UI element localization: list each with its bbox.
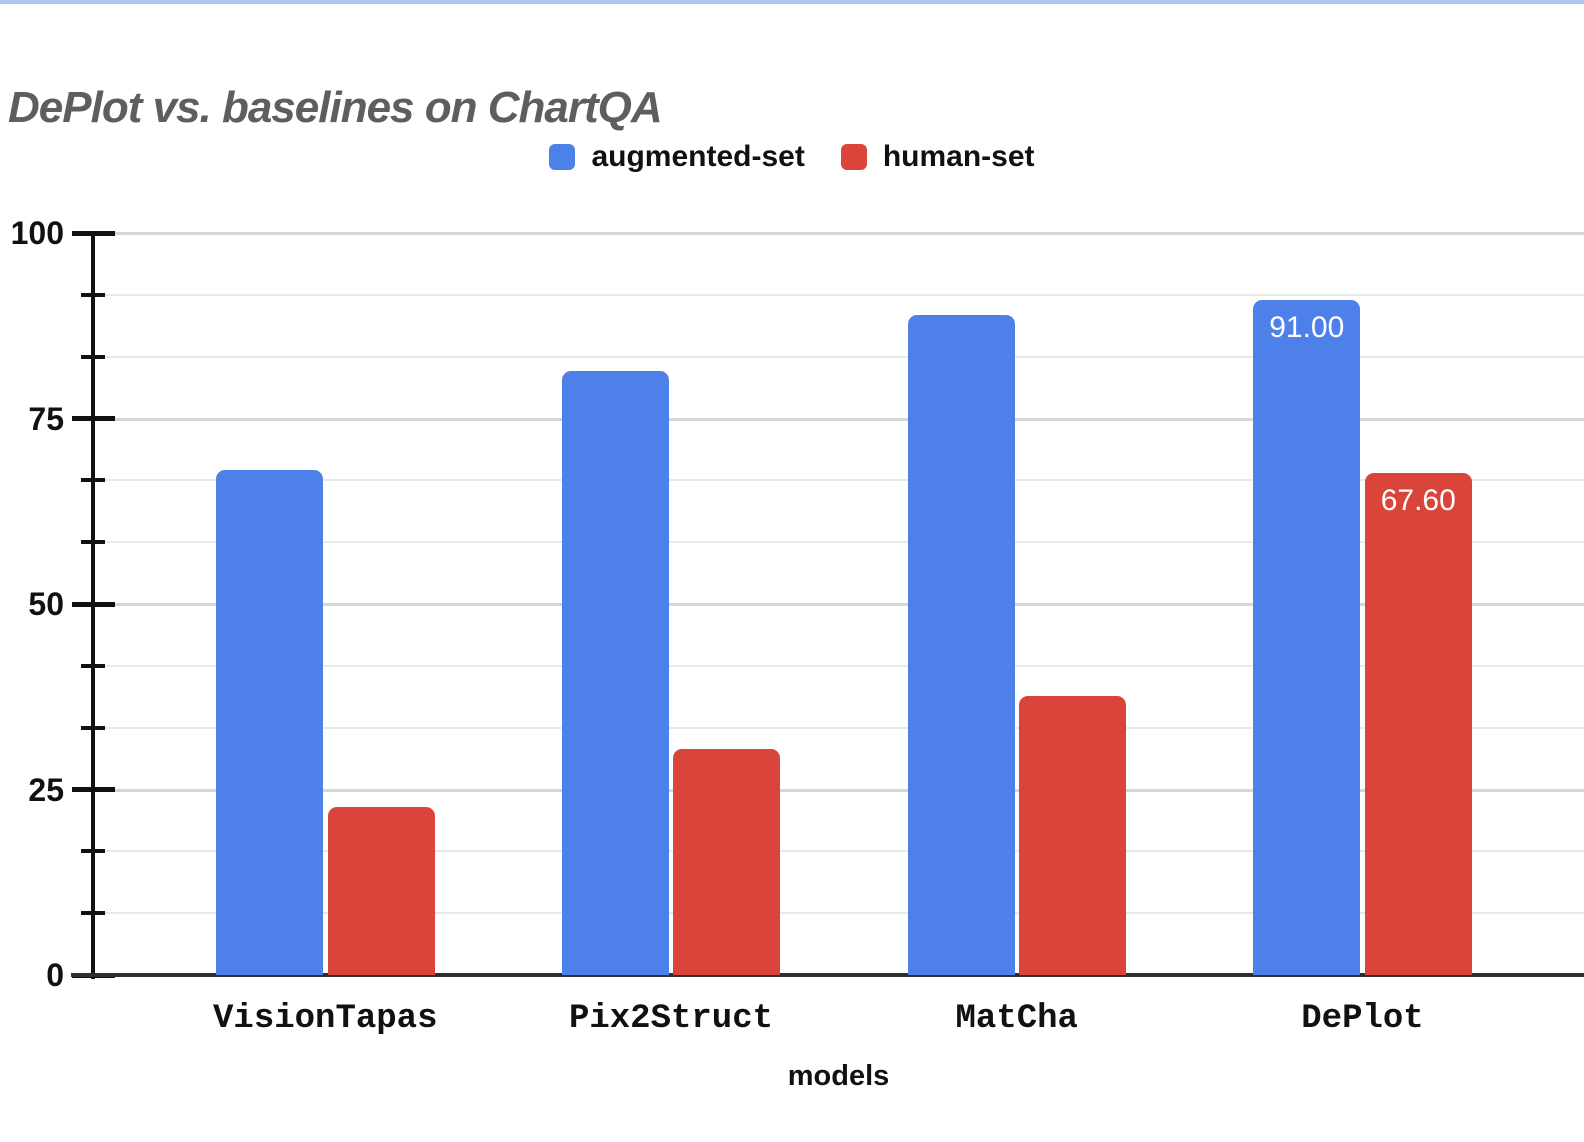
- y-tick-minor: [81, 540, 105, 545]
- y-axis-tick-label: 25: [28, 771, 64, 808]
- x-axis-line: [71, 973, 1584, 977]
- legend-label-augmented-set: augmented-set: [591, 140, 805, 173]
- y-tick-minor: [81, 354, 105, 359]
- x-category-label-VisionTapas: VisionTapas: [213, 1000, 438, 1038]
- x-axis-title: models: [787, 1060, 890, 1092]
- legend-label-human-set: human-set: [882, 140, 1035, 173]
- gridline-minor: [95, 479, 1584, 482]
- gridline-minor: [95, 293, 1584, 296]
- gridline-minor: [95, 850, 1584, 853]
- y-tick-minor: [81, 478, 105, 483]
- bar-augmented-set-DePlot: [1253, 299, 1361, 975]
- x-category-label-MatCha: MatCha: [955, 1000, 1078, 1038]
- y-tick-major: [71, 787, 115, 792]
- y-tick-major: [71, 230, 115, 236]
- y-tick-minor: [81, 663, 105, 668]
- gridline-minor: [95, 912, 1584, 915]
- legend-swatch-human-set: [840, 144, 867, 170]
- bar-value-label: 91.00: [1269, 310, 1345, 344]
- chart-legend: augmented-set human-set: [0, 140, 1584, 174]
- y-tick-minor: [81, 292, 105, 297]
- bar-augmented-set-MatCha: [907, 314, 1015, 975]
- legend-swatch-augmented-set: [549, 144, 576, 170]
- gridline-major: [95, 417, 1584, 421]
- bar-human-set-Pix2Struct: [673, 748, 781, 975]
- legend-item-augmented-set: augmented-set: [549, 140, 805, 174]
- y-tick-major: [71, 601, 115, 607]
- chart-title: DePlot vs. baselines on ChartQA: [8, 83, 663, 133]
- y-axis-tick-label: 0: [46, 957, 64, 993]
- gridline-minor: [95, 355, 1584, 358]
- top-accent-bar: [0, 0, 1584, 4]
- y-axis-tick-label: 50: [28, 586, 64, 622]
- bar-augmented-set-Pix2Struct: [561, 371, 669, 975]
- y-tick-minor: [81, 849, 105, 854]
- bar-human-set-VisionTapas: [327, 806, 435, 975]
- gridline-minor: [95, 541, 1584, 544]
- y-axis-tick-label: 75: [28, 400, 64, 437]
- x-category-label-DePlot: DePlot: [1301, 1000, 1424, 1038]
- bar-human-set-MatCha: [1019, 696, 1126, 975]
- bar-human-set-DePlot: [1364, 473, 1472, 975]
- legend-item-human-set: human-set: [840, 140, 1035, 174]
- gridline-minor: [95, 726, 1584, 729]
- gridline-minor: [95, 664, 1584, 667]
- y-tick-major: [71, 416, 115, 421]
- gridline-major: [95, 232, 1584, 235]
- bar-value-label: 67.60: [1380, 484, 1456, 518]
- bar-augmented-set-VisionTapas: [216, 470, 323, 975]
- y-tick-minor: [81, 911, 105, 916]
- gridline-major: [95, 788, 1584, 792]
- y-tick-minor: [81, 725, 105, 730]
- x-category-label-Pix2Struct: Pix2Struct: [568, 1000, 774, 1038]
- y-axis-tick-label: 100: [10, 215, 64, 251]
- gridline-major: [95, 603, 1584, 606]
